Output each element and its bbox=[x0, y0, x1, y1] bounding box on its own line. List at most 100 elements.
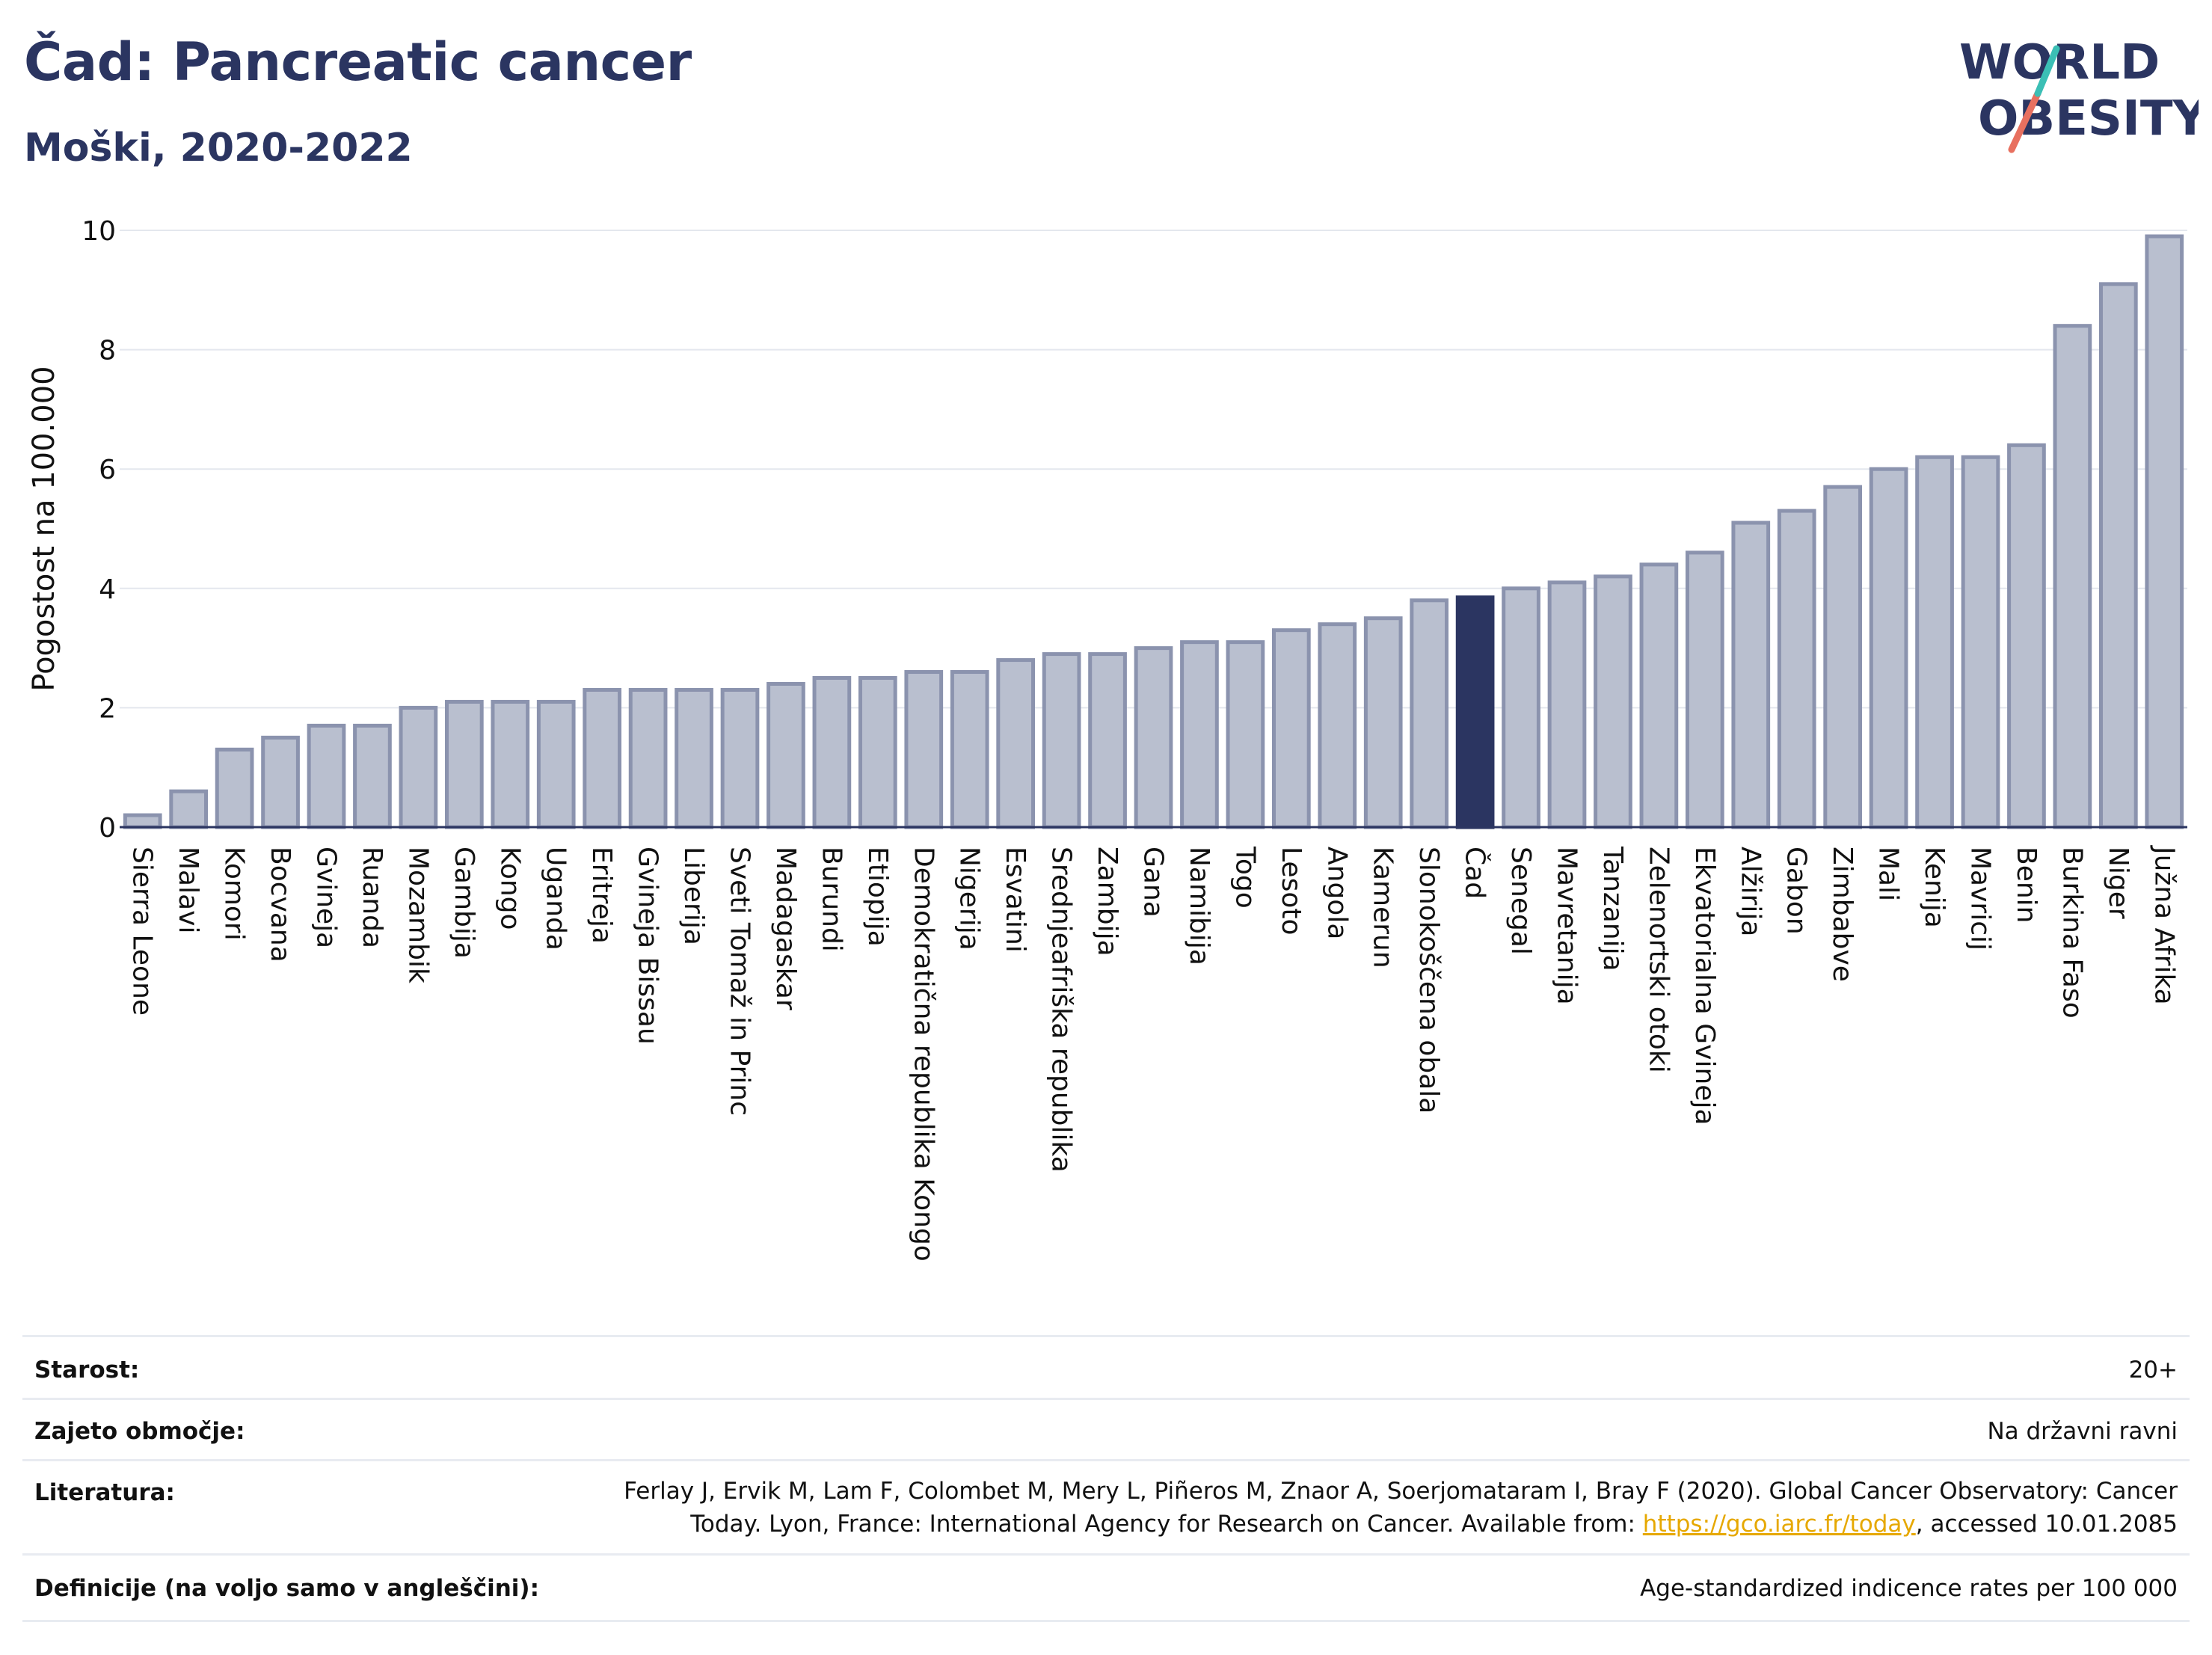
x-tick-label: Južna Afrika bbox=[2148, 845, 2179, 1005]
literature-line-2-suffix: , accessed 10.01.2085 bbox=[1915, 1511, 2178, 1538]
bar bbox=[2145, 234, 2184, 829]
x-tick-label: Kamerun bbox=[1368, 847, 1398, 968]
y-tick-label: 4 bbox=[99, 574, 116, 605]
bar bbox=[904, 670, 944, 829]
x-tick-label: Čad bbox=[1460, 847, 1491, 899]
meta-label-literature: Literatura: bbox=[34, 1479, 175, 1506]
bar bbox=[1777, 509, 1816, 829]
literature-link[interactable]: https://gco.iarc.fr/today bbox=[1642, 1511, 1916, 1538]
page-title: Čad: Pancreatic cancer bbox=[24, 31, 692, 93]
bar bbox=[628, 687, 668, 829]
x-tick-label: Komori bbox=[219, 847, 250, 941]
bar bbox=[1547, 580, 1587, 829]
bar bbox=[2098, 282, 2138, 829]
x-tick-label: Gabon bbox=[1781, 847, 1812, 935]
x-tick-label: Liberija bbox=[678, 847, 709, 945]
x-tick-label: Alžirija bbox=[1735, 847, 1766, 936]
bar bbox=[399, 705, 438, 829]
bar bbox=[1731, 521, 1771, 829]
bar bbox=[812, 676, 852, 829]
meta-value-literature: Ferlay J, Ervik M, Lam F, Colombet M, Me… bbox=[624, 1475, 2178, 1541]
x-tick-label: Sveti Tomaž in Princ bbox=[725, 847, 755, 1116]
meta-value-coverage: Na državni ravni bbox=[1987, 1418, 2178, 1445]
bar bbox=[1271, 628, 1311, 829]
meta-row-definitions: Definicije (na voljo samo v angleščini):… bbox=[22, 1553, 2190, 1622]
x-tick-label: Ruanda bbox=[357, 847, 387, 948]
x-tick-label: Burkina Faso bbox=[2056, 847, 2087, 1019]
x-tick-label: Srednjeafriška republika bbox=[1046, 847, 1077, 1173]
y-tick-label: 2 bbox=[99, 693, 116, 724]
bar bbox=[1134, 646, 1173, 829]
page-subtitle: Moški, 2020-2022 bbox=[24, 126, 413, 171]
y-tick-label: 6 bbox=[99, 455, 116, 485]
meta-value-definitions: Age-standardized indicence rates per 100… bbox=[1640, 1575, 2178, 1602]
x-tick-label: Niger bbox=[2103, 847, 2133, 919]
meta-row-coverage: Zajeto območje: Na državni ravni bbox=[22, 1398, 2190, 1461]
x-tick-label: Senegal bbox=[1505, 847, 1536, 955]
literature-line-2: Today. Lyon, France: International Agenc… bbox=[624, 1508, 2178, 1541]
x-tick-label: Mavricij bbox=[1965, 847, 1996, 951]
x-tick-label: Benin bbox=[2011, 847, 2042, 923]
bar bbox=[1869, 467, 1908, 829]
bar bbox=[123, 813, 162, 829]
bar bbox=[996, 658, 1036, 829]
bar bbox=[1823, 485, 1863, 829]
bar bbox=[1318, 622, 1357, 829]
literature-line-1: Ferlay J, Ervik M, Lam F, Colombet M, Me… bbox=[624, 1478, 2178, 1505]
x-tick-label: Kongo bbox=[494, 847, 525, 930]
x-tick-label: Uganda bbox=[541, 847, 571, 951]
x-tick-label: Gvineja Bissau bbox=[633, 847, 663, 1045]
meta-row-literature: Literatura: Ferlay J, Ervik M, Lam F, Co… bbox=[22, 1459, 2190, 1556]
bar bbox=[858, 676, 897, 829]
x-tick-label: Madagaskar bbox=[770, 847, 801, 1010]
y-tick-label: 0 bbox=[99, 813, 116, 844]
bar bbox=[1226, 640, 1265, 829]
x-tick-label: Tanzanija bbox=[1597, 846, 1628, 971]
bar bbox=[1685, 550, 1724, 829]
bar bbox=[169, 789, 209, 829]
bar-chart: 0 2 4 6 8 10 Pogostost na 100.000 Sierra Leone M… bbox=[27, 216, 2187, 1262]
x-tick-label: Etiopija bbox=[862, 847, 893, 947]
bar bbox=[1455, 595, 1495, 829]
svg-text:WORLD: WORLD bbox=[1959, 35, 2160, 90]
meta-row-age: Starost: 20+ bbox=[22, 1335, 2190, 1400]
bar bbox=[1042, 652, 1081, 829]
bar bbox=[1961, 455, 2000, 829]
bar bbox=[583, 687, 622, 829]
x-tick-label: Zelenortski otoki bbox=[1643, 847, 1674, 1073]
x-tick-label: Zambija bbox=[1092, 847, 1122, 957]
world-obesity-logo: WORLD OBESITY bbox=[1959, 35, 2199, 153]
meta-label-age: Starost: bbox=[34, 1357, 140, 1384]
x-tick-label: Burundi bbox=[816, 847, 847, 952]
meta-label-definitions: Definicije (na voljo samo v angleščini): bbox=[34, 1575, 539, 1602]
bar bbox=[1180, 640, 1219, 829]
bar bbox=[2007, 443, 2046, 829]
x-tick-label: Kenija bbox=[1919, 847, 1950, 928]
x-tick-label: Mozambik bbox=[402, 847, 433, 983]
bar bbox=[261, 735, 300, 829]
bar bbox=[720, 687, 760, 829]
x-tick-label: Slonokoščena obala bbox=[1413, 847, 1444, 1114]
bar bbox=[766, 681, 805, 829]
x-tick-label: Zimbabve bbox=[1827, 847, 1858, 982]
bar bbox=[1915, 455, 1954, 829]
bar bbox=[1639, 562, 1679, 829]
bar bbox=[1594, 574, 1632, 829]
bar bbox=[2053, 324, 2092, 829]
x-tick-label: Gana bbox=[1138, 847, 1169, 918]
x-tick-label: Mali bbox=[1873, 847, 1904, 901]
bar bbox=[215, 747, 254, 829]
x-tick-label: Namibija bbox=[1184, 847, 1214, 965]
x-tick-label: Gambija bbox=[449, 847, 479, 959]
y-tick-label: 10 bbox=[82, 216, 116, 247]
x-tick-label: Bocvana bbox=[265, 847, 295, 962]
bar bbox=[675, 687, 713, 829]
bar bbox=[307, 723, 346, 829]
x-tick-label: Sierra Leone bbox=[127, 847, 158, 1016]
bar bbox=[491, 699, 530, 829]
x-tick-label: Nigerija bbox=[954, 847, 985, 951]
x-tick-label: Malavi bbox=[173, 847, 203, 934]
x-tick-label: Demokratična republika Kongo bbox=[908, 847, 938, 1262]
x-tick-label: Mavretanija bbox=[1552, 847, 1582, 1005]
bar bbox=[1363, 616, 1403, 829]
